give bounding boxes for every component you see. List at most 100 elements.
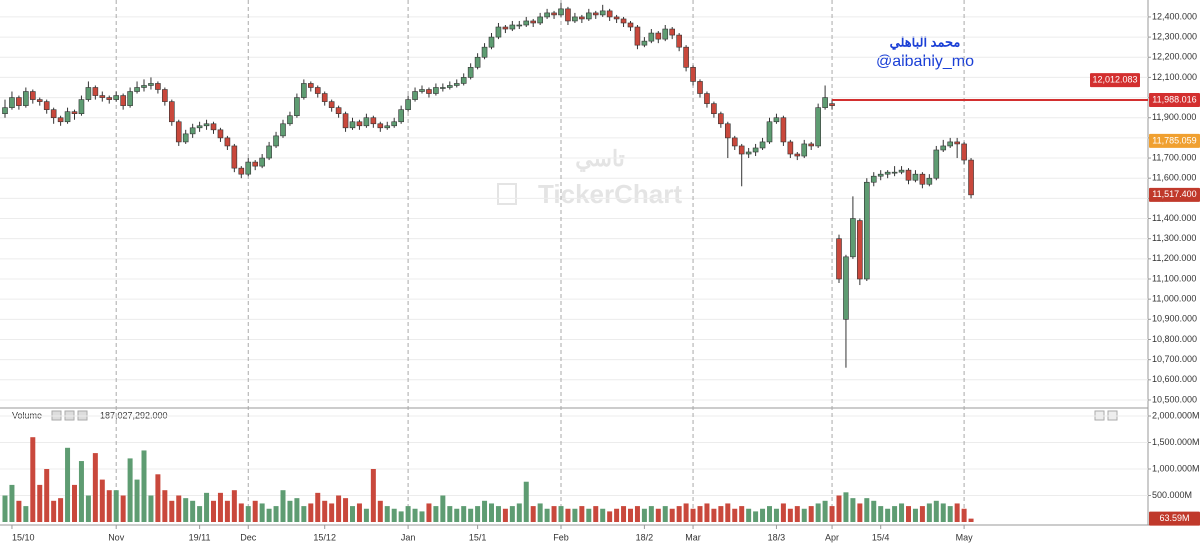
volume-bar xyxy=(58,498,64,522)
volume-tick-label: 1,000.000M xyxy=(1152,463,1200,473)
candle-body xyxy=(815,107,821,147)
volume-bar xyxy=(217,492,223,522)
candle-body xyxy=(641,40,648,46)
volume-bar xyxy=(280,490,286,522)
y-tick-label: 11,000.000 xyxy=(1152,294,1196,304)
volume-bar xyxy=(850,498,856,522)
volume-bar xyxy=(760,508,766,522)
volume-bar xyxy=(579,506,585,522)
candle-body xyxy=(134,87,140,92)
candle-body xyxy=(252,161,258,167)
x-tick-label: 15/10 xyxy=(12,532,35,542)
candle-body xyxy=(203,123,210,127)
volume-bar xyxy=(482,500,488,522)
candle-body xyxy=(342,113,349,129)
candle-body xyxy=(120,95,126,106)
volume-bar xyxy=(224,500,230,522)
candle-body xyxy=(321,93,328,102)
candle-body xyxy=(2,107,8,114)
candle-body xyxy=(947,141,954,147)
volume-bar xyxy=(384,506,390,522)
volume-bar xyxy=(906,506,911,522)
volume-bar xyxy=(773,508,779,522)
volume-bar xyxy=(169,500,175,522)
volume-bar xyxy=(495,506,501,522)
candle-body xyxy=(363,117,370,127)
candle-body xyxy=(606,10,613,18)
candle-body xyxy=(794,153,801,157)
price-tag xyxy=(1090,73,1140,88)
price-tag-label: 11,988.016 xyxy=(1152,94,1196,104)
volume-bar xyxy=(2,495,8,522)
volume-bar xyxy=(391,508,397,522)
volume-bar xyxy=(926,503,932,522)
volume-bar xyxy=(801,508,807,522)
candle-body xyxy=(64,111,71,123)
candle-body xyxy=(558,8,564,16)
volume-bar xyxy=(266,508,272,522)
x-tick-label: 15/4 xyxy=(872,532,890,542)
volume-bar xyxy=(475,506,481,522)
volume-bar xyxy=(44,469,50,522)
volume-bar xyxy=(301,506,307,522)
volume-title: Volume xyxy=(12,410,42,420)
candle-body xyxy=(328,101,335,108)
candle-body xyxy=(891,171,898,174)
candle-body xyxy=(683,46,689,68)
candle-body xyxy=(29,91,36,100)
candle-body xyxy=(196,125,203,129)
price-tag xyxy=(1149,133,1200,148)
y-tick-label: 12,300.000 xyxy=(1152,31,1197,41)
x-tick-label: Nov xyxy=(108,532,125,542)
volume-bar xyxy=(614,508,620,522)
volume-bar xyxy=(718,506,724,522)
candle-body xyxy=(599,10,606,16)
volume-bar xyxy=(308,503,314,522)
candle-body xyxy=(884,171,891,175)
volume-tick-label: 1,500.000M xyxy=(1152,437,1200,447)
volume-bar xyxy=(329,503,335,522)
candle-body xyxy=(384,125,391,129)
candle-body xyxy=(544,12,550,18)
candle-body xyxy=(627,22,634,28)
candle-body xyxy=(23,91,29,106)
volume-bar xyxy=(176,495,182,522)
candle-body xyxy=(572,16,578,22)
volume-bar xyxy=(697,506,703,522)
candle-body xyxy=(474,56,481,68)
candle-body xyxy=(92,87,99,96)
y-tick-label: 12,400.000 xyxy=(1152,11,1197,21)
candle-body xyxy=(189,127,196,135)
candle-body xyxy=(954,141,960,145)
y-tick-label: 11,100.000 xyxy=(1152,273,1196,283)
volume-bar xyxy=(287,500,293,522)
candle-body xyxy=(453,83,460,86)
x-tick-label: May xyxy=(956,532,974,542)
volume-bar xyxy=(419,511,425,522)
volume-bar xyxy=(183,498,189,522)
volume-bar xyxy=(968,518,974,522)
volume-bar xyxy=(405,506,411,522)
candle-body xyxy=(634,26,641,46)
volume-bar xyxy=(30,437,36,522)
candle-body xyxy=(377,123,384,129)
candle-body xyxy=(169,101,175,123)
volume-bar xyxy=(252,500,258,522)
volume-bar xyxy=(134,479,140,522)
volume-bar xyxy=(551,506,557,522)
volume-bar xyxy=(51,500,57,522)
candle-body xyxy=(398,109,404,123)
candle-body xyxy=(266,145,272,159)
volume-bar xyxy=(919,506,925,522)
volume-bar xyxy=(9,484,15,522)
candle-body xyxy=(579,16,585,20)
candle-body xyxy=(766,121,773,143)
volume-bar xyxy=(607,511,613,522)
price-tag-label: 11,517.400 xyxy=(1152,189,1196,199)
volume-bar xyxy=(398,511,404,522)
candle-body xyxy=(537,16,543,24)
candle-body xyxy=(857,220,863,280)
candle-body xyxy=(349,121,356,129)
candle-body xyxy=(405,99,411,110)
volume-bar xyxy=(600,508,606,522)
